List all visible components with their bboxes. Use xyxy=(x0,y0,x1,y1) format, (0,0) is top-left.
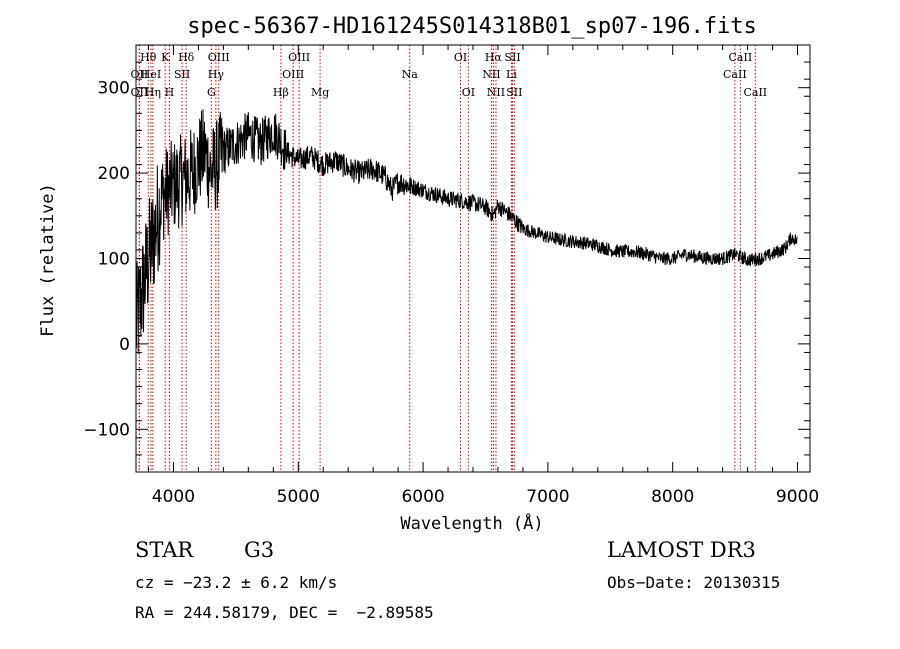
spectral-line-label-26: CaII xyxy=(723,68,747,81)
redshift-velocity: cz = −23.2 ± 6.2 km/s xyxy=(135,573,338,592)
spectral-line-label-5: K xyxy=(161,51,170,64)
y-tick-label-0: −100 xyxy=(83,420,130,440)
x-tick-label-2: 6000 xyxy=(401,487,444,507)
spectral-line-label-2: OII xyxy=(131,68,149,81)
spectral-line-label-23: Li xyxy=(506,68,517,81)
flux-series-line xyxy=(135,109,798,354)
spectral-line-label-7: SII xyxy=(174,68,190,81)
spectral-line-label-4: Hη xyxy=(145,86,161,99)
spectral-line-label-14: OIII xyxy=(282,68,304,81)
spectral-line-label-22: SII xyxy=(504,51,520,64)
spectral-line-label-1: Hθ xyxy=(140,51,157,64)
x-tick-label-0: 4000 xyxy=(152,487,195,507)
spectral-lines-layer xyxy=(138,45,756,472)
spectral-line-label-27: CaII xyxy=(743,86,767,99)
spectral-line-label-8: Hδ xyxy=(178,51,195,64)
spectral-line-label-15: Mg xyxy=(311,86,329,99)
spectral-line-label-19: Hα xyxy=(485,51,503,64)
y-tick-label-3: 200 xyxy=(98,164,130,184)
survey-name: LAMOST DR3 xyxy=(607,538,756,562)
y-tick-label-1: 0 xyxy=(119,335,130,355)
chart-title: spec-56367-HD161245S014318B01_sp07-196.f… xyxy=(187,14,757,39)
x-axis-label: Wavelength (Å) xyxy=(400,512,543,534)
spectral-line-label-3: HeI xyxy=(141,68,161,81)
spectral-line-label-9: OIII xyxy=(208,51,230,64)
object-subclass: G3 xyxy=(244,538,275,562)
spectral-line-label-13: OIII xyxy=(288,51,310,64)
y-axis-label: Flux (relative) xyxy=(38,183,58,337)
spectral-line-label-12: Hβ xyxy=(273,86,289,99)
object-type: STAR xyxy=(135,538,194,562)
spectral-line-label-6: H xyxy=(165,86,175,99)
spectral-line-label-25: CaII xyxy=(729,51,753,64)
spectral-line-label-16: Na xyxy=(402,68,419,81)
ra-dec-coordinates: RA = 244.58179, DEC = −2.89585 xyxy=(135,603,434,622)
x-tick-label-5: 9000 xyxy=(776,487,819,507)
y-tick-label-2: 100 xyxy=(98,250,130,270)
spectral-line-label-11: G xyxy=(207,86,216,99)
spectrum-chart: spec-56367-HD161245S014318B01_sp07-196.f… xyxy=(38,14,819,534)
spectral-line-label-18: OI xyxy=(462,86,475,99)
x-tick-label-3: 7000 xyxy=(526,487,569,507)
x-tick-label-1: 5000 xyxy=(277,487,320,507)
spectral-line-label-20: NII xyxy=(482,68,500,81)
spectral-line-label-24: SII xyxy=(506,86,522,99)
x-axis-ticks: 4000 5000 6000 7000 8000 9000 xyxy=(147,45,819,507)
y-axis-ticks: −100 0 100 200 300 xyxy=(83,44,810,473)
observation-date: Obs−Date: 20130315 xyxy=(607,573,781,592)
spectral-line-label-10: Hγ xyxy=(208,68,225,81)
spectral-line-label-17: OI xyxy=(454,51,467,64)
x-tick-label-4: 8000 xyxy=(651,487,694,507)
y-tick-label-4: 300 xyxy=(98,79,130,99)
spectral-line-label-21: NII xyxy=(487,86,505,99)
spectral-line-label-0: OII xyxy=(131,86,149,99)
